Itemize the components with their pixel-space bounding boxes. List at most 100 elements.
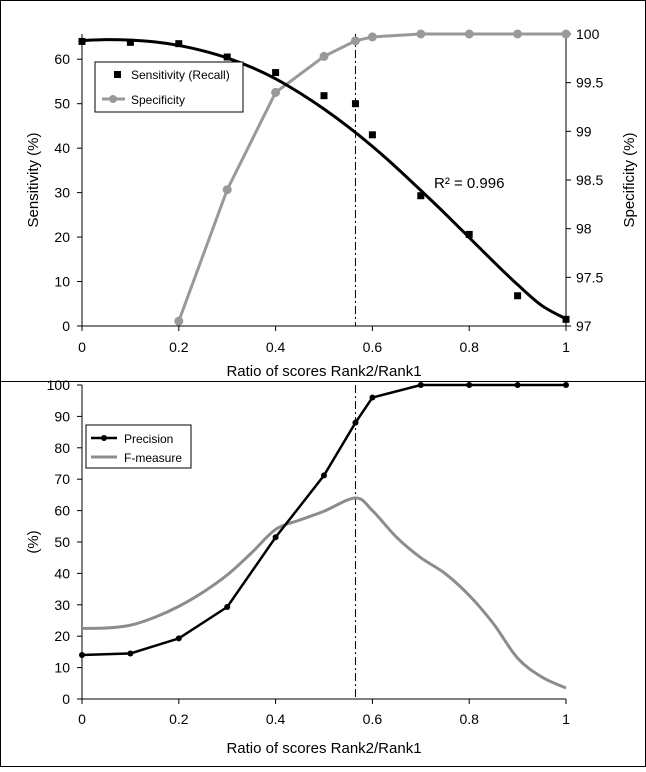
sensitivity-point: [78, 37, 86, 45]
top-y-tick-label: 0: [62, 318, 70, 334]
sensitivity-point: [175, 40, 183, 48]
top-x-axis-title: Ratio of scores Rank2/Rank1: [226, 363, 421, 380]
bottom-y-axis-title: (%): [25, 530, 42, 553]
bottom-y-tick-label: 90: [54, 408, 70, 424]
top-y-tick-label: 60: [54, 51, 70, 67]
precision-point: [514, 382, 521, 388]
specificity-point: [350, 36, 360, 46]
precision-point: [175, 635, 182, 642]
legend-precision-marker: [101, 435, 107, 441]
legend-specificity-label: Specificity: [131, 93, 185, 107]
top-y-tick-label: 50: [54, 96, 70, 112]
bottom-x-tick-label: 0.8: [459, 711, 479, 727]
precision-fmeasure-chart: 0 0.2 0.4 0.6 0.8 1 0 10 20 30 40 50 60 70 80 90 100 Ra…: [25, 377, 570, 757]
top-x-tick-label: 0: [78, 339, 86, 355]
top-y2-tick-label: 97: [576, 318, 592, 334]
legend-precision-label: Precision: [124, 432, 173, 446]
precision-point: [563, 382, 569, 388]
bottom-y-tick-label: 100: [47, 377, 71, 393]
precision-point: [466, 382, 473, 388]
top-x-ticks: 0 0.2 0.4 0.6 0.8 1: [78, 326, 570, 355]
specificity-point: [513, 29, 523, 39]
top-x-tick-label: 0.6: [363, 339, 383, 355]
top-y2-tick-label: 98: [576, 221, 592, 237]
bottom-y-tick-label: 60: [54, 503, 70, 519]
bottom-y-tick-label: 20: [54, 628, 70, 644]
top-y-axis-title: Sensitivity (%): [25, 132, 42, 227]
precision-point: [79, 652, 85, 659]
legend-specificity-marker: [109, 95, 117, 103]
specificity-point: [222, 185, 232, 195]
specificity-point: [271, 87, 281, 97]
bottom-y-tick-label: 0: [62, 691, 70, 707]
precision-series-line: [81, 383, 566, 657]
top-x-tick-label: 0.8: [459, 339, 479, 355]
top-y2-tick-label: 99.5: [576, 75, 603, 91]
specificity-point: [561, 29, 571, 39]
bottom-x-tick-label: 0.4: [266, 711, 286, 727]
bottom-y-tick-label: 50: [54, 534, 70, 550]
specificity-point: [174, 316, 184, 326]
top-y-tick-label: 30: [54, 185, 70, 201]
precision-point: [417, 382, 424, 388]
sensitivity-point: [272, 69, 280, 77]
bottom-x-tick-label: 0.2: [169, 711, 189, 727]
precision-point: [224, 603, 231, 610]
bottom-y-tick-label: 80: [54, 440, 70, 456]
sensitivity-point: [417, 192, 425, 200]
bottom-x-ticks: 0 0.2 0.4 0.6 0.8 1: [78, 699, 570, 727]
bottom-y-tick-label: 70: [54, 471, 70, 487]
precision-point: [369, 394, 376, 401]
top-y2-axis-title: Specificity (%): [621, 132, 638, 227]
bottom-legend: Precision F-measure: [85, 424, 192, 469]
top-x-tick-label: 0.4: [266, 339, 286, 355]
legend-fmeasure-label: F-measure: [124, 451, 182, 465]
precision-point: [127, 650, 134, 657]
sensitivity-point: [320, 92, 328, 100]
top-y-tick-label: 20: [54, 229, 70, 245]
specificity-series-line: [177, 32, 566, 322]
sensitivity-specificity-chart: 0 0.2 0.4 0.6 0.8 1 0 10 20 30 40 50 60 97 97.5 98 98.…: [25, 26, 638, 380]
sensitivity-point: [126, 38, 134, 46]
bottom-legend-box: [85, 424, 192, 469]
top-y-ticks: 0 10 20 30 40 50 60: [54, 51, 82, 334]
fmeasure-series-line: [81, 496, 567, 690]
bottom-y-tick-label: 10: [54, 660, 70, 676]
sensitivity-point: [562, 315, 570, 323]
precision-series-points: [79, 382, 569, 659]
top-y-tick-label: 40: [54, 140, 70, 156]
sensitivity-trendline: [81, 38, 567, 321]
specificity-point: [319, 51, 329, 61]
top-x-tick-label: 0.2: [169, 339, 189, 355]
precision-point: [272, 534, 279, 541]
precision-point: [352, 419, 359, 426]
precision-point: [321, 472, 327, 479]
sensitivity-point: [223, 53, 231, 61]
sensitivity-point: [351, 100, 359, 108]
bottom-y-ticks: 0 10 20 30 40 50 60 70 80 90 100: [47, 377, 82, 707]
sensitivity-point: [514, 292, 522, 300]
top-y2-tick-label: 98.5: [576, 172, 603, 188]
bottom-x-tick-label: 1: [562, 711, 570, 727]
bottom-x-tick-label: 0.6: [363, 711, 383, 727]
bottom-x-axis-title: Ratio of scores Rank2/Rank1: [226, 740, 421, 757]
sensitivity-point: [368, 131, 376, 139]
top-legend: Sensitivity (Recall) Specificity: [94, 61, 244, 113]
top-y2-tick-label: 99: [576, 123, 592, 139]
bottom-y-tick-label: 30: [54, 597, 70, 613]
top-legend-box: [94, 61, 244, 113]
top-y2-ticks: 97 97.5 98 98.5 99 99.5 100: [566, 26, 603, 334]
top-x-tick-label: 1: [562, 339, 570, 355]
top-y-tick-label: 10: [54, 274, 70, 290]
specificity-series-points: [174, 29, 571, 326]
bottom-x-tick-label: 0: [78, 711, 86, 727]
top-y2-tick-label: 100: [576, 26, 600, 42]
specificity-point: [367, 32, 377, 42]
sensitivity-series-points: [78, 37, 570, 323]
legend-sensitivity-label: Sensitivity (Recall): [131, 68, 230, 82]
r-squared-annotation: R² = 0.996: [434, 175, 504, 192]
bottom-y-tick-label: 40: [54, 565, 70, 581]
legend-sensitivity-marker: [114, 71, 121, 78]
